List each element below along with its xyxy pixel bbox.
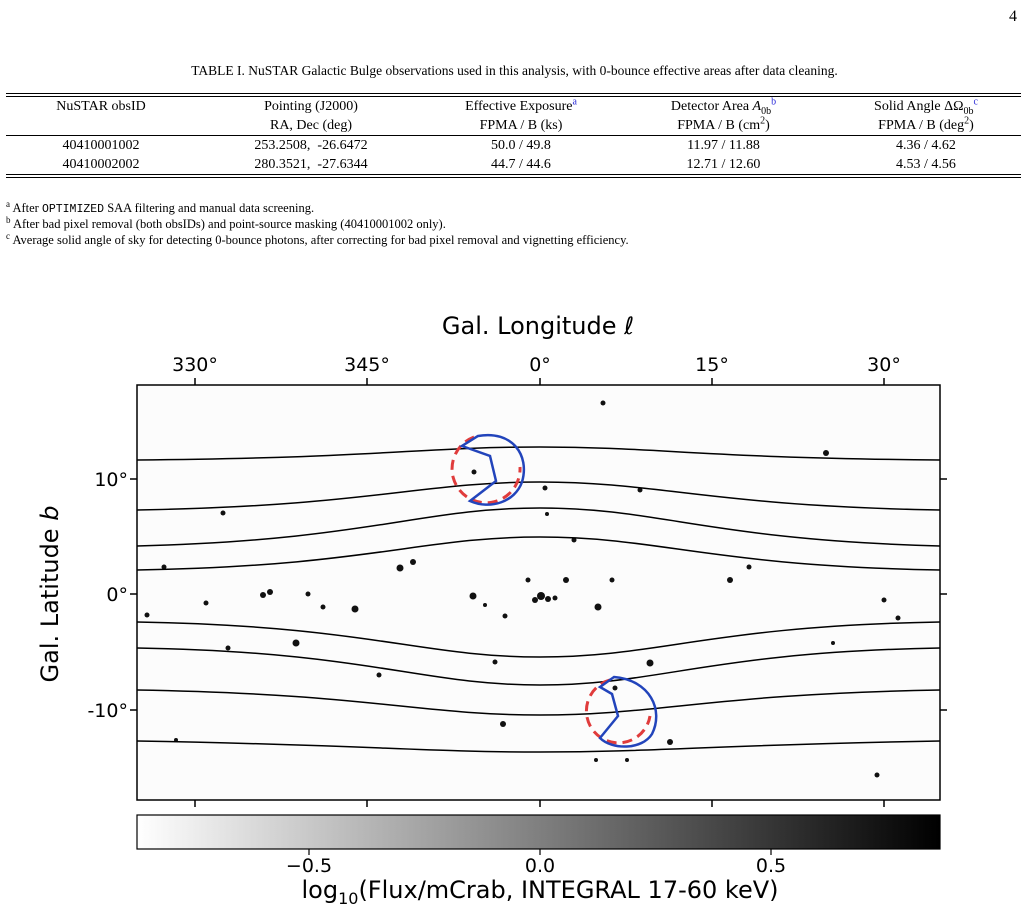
colorbar-ticks	[308, 849, 772, 855]
colorbar-tick-label: 0.0	[525, 855, 555, 877]
cell: 11.97 / 11.88	[687, 138, 760, 153]
cell: 50.0 / 49.8	[491, 138, 551, 153]
x-tick-label: 15°	[695, 354, 729, 376]
units-cell: RA, Dec (deg)	[196, 116, 426, 136]
footnote-text: SAA filtering and manual data screening.	[104, 201, 315, 215]
units-row: RA, Dec (deg) FPMA / B (ks) FPMA / B (cm…	[6, 116, 1021, 136]
x-tick-label: 30°	[867, 354, 901, 376]
sources	[144, 400, 901, 778]
x-ticks: 330° 345° 0° 15° 30°	[172, 354, 901, 376]
units-cell: FPMA / B (cm2)	[616, 116, 831, 136]
page-number: 4	[1009, 8, 1017, 25]
colorbar-label-sub: 10	[338, 889, 358, 908]
units-text: )	[969, 118, 974, 133]
header-cell: Effective Exposurea	[426, 95, 616, 116]
y-tick-label: 10°	[94, 469, 128, 491]
units-text: FPMA / B (cm	[677, 118, 761, 133]
units-cell	[6, 116, 196, 136]
x-tick-label: 330°	[172, 354, 218, 376]
header-cell: Solid Angle ΔΩ0bc	[831, 95, 1021, 116]
footnote: c Average solid angle of sky for detecti…	[6, 230, 629, 248]
tick-marks	[130, 378, 947, 807]
header-text: Solid Angle	[874, 99, 945, 114]
units-text: FPMA / B (deg	[878, 118, 965, 133]
colorbar	[136, 814, 941, 850]
superscript: 2	[760, 115, 766, 127]
colorbar-label: log10(Flux/mCrab, INTEGRAL 17-60 keV)	[301, 876, 778, 908]
table: NuSTAR obsID Pointing (J2000) Effective …	[6, 93, 1021, 178]
table-caption: TABLE I. NuSTAR Galactic Bulge observati…	[191, 63, 838, 78]
figure: Gal. Longitude ℓ 330° 345° 0° 15° 30° 10…	[36, 312, 947, 908]
cell: 4.36 / 4.62	[896, 138, 956, 153]
symbol: A	[752, 99, 762, 114]
footnote-ref: a	[572, 96, 577, 108]
cell: 12.71 / 12.60	[686, 157, 761, 172]
header-row: NuSTAR obsID Pointing (J2000) Effective …	[6, 95, 1021, 116]
colorbar-label-text: (Flux/mCrab, INTEGRAL 17-60 keV)	[358, 876, 778, 904]
x-tick-label: 345°	[344, 354, 390, 376]
row: 40410002002 280.3521, -27.6344 44.7 / 44…	[6, 155, 1021, 176]
y-tick-label: -10°	[87, 700, 128, 722]
subscript: 0b	[761, 105, 772, 117]
cell: 40410001002	[62, 138, 140, 153]
footnote: b After bad pixel removal (both obsIDs) …	[6, 214, 446, 232]
units-text: )	[765, 118, 770, 133]
footnote-ref: b	[771, 96, 777, 108]
cell: 40410002002	[62, 157, 140, 172]
plot-frame	[136, 384, 941, 801]
y-ticks: 10° 0° -10°	[87, 469, 128, 722]
header-text: Detector Area	[670, 99, 753, 114]
header-cell: NuSTAR obsID	[6, 95, 196, 116]
header-text: Effective Exposure	[465, 99, 573, 114]
contours	[136, 446, 941, 753]
superscript: 2	[964, 115, 970, 127]
x-axis-label: Gal. Longitude ℓ	[442, 312, 634, 340]
colorbar-tick-label: −0.5	[286, 855, 332, 877]
units-text: RA, Dec (deg)	[269, 118, 353, 133]
header-cell: Detector Area A0bb	[616, 95, 831, 116]
footnote-ref: c	[973, 96, 978, 108]
footnote-text: Average solid angle of sky for detecting…	[12, 233, 629, 247]
cell: 280.3521, -27.6344	[254, 157, 368, 172]
y-axis-label: Gal. Latitude b	[36, 506, 64, 683]
y-tick-label: 0°	[106, 584, 128, 606]
cell: 4.53 / 4.56	[896, 157, 956, 172]
header-text: Pointing (J2000)	[264, 99, 358, 114]
units-text: FPMA / B (ks)	[479, 118, 563, 133]
footnote-code: OPTIMIZED	[41, 203, 105, 216]
colorbar-label-text: log	[301, 876, 338, 904]
y-axis-label-symbol: b	[36, 506, 64, 521]
subscript: 0b	[963, 105, 974, 117]
symbol: ΔΩ	[944, 99, 964, 114]
header-text: NuSTAR obsID	[56, 99, 146, 114]
footnote-text: After	[12, 201, 42, 215]
y-axis-label-text: Gal. Latitude	[36, 521, 64, 683]
colorbar-tick-label: 0.5	[756, 855, 786, 877]
footnote-text: After bad pixel removal (both obsIDs) an…	[12, 217, 446, 231]
units-cell: FPMA / B (deg2)	[831, 116, 1021, 136]
row: 40410001002 253.2508, -26.6472 50.0 / 49…	[6, 136, 1021, 156]
footnote: a After OPTIMIZED SAA filtering and manu…	[6, 198, 315, 216]
x-tick-label: 0°	[529, 354, 551, 376]
units-cell: FPMA / B (ks)	[426, 116, 616, 136]
cell: 44.7 / 44.6	[491, 157, 551, 172]
footnote-mark: c	[6, 230, 10, 241]
colorbar-tick-labels: −0.5 0.0 0.5	[286, 855, 786, 877]
fov-outlines	[450, 433, 658, 748]
cell: 253.2508, -26.6472	[254, 138, 368, 153]
header-cell: Pointing (J2000)	[196, 95, 426, 116]
footnote-mark: a	[6, 198, 10, 209]
footnote-mark: b	[6, 214, 11, 225]
